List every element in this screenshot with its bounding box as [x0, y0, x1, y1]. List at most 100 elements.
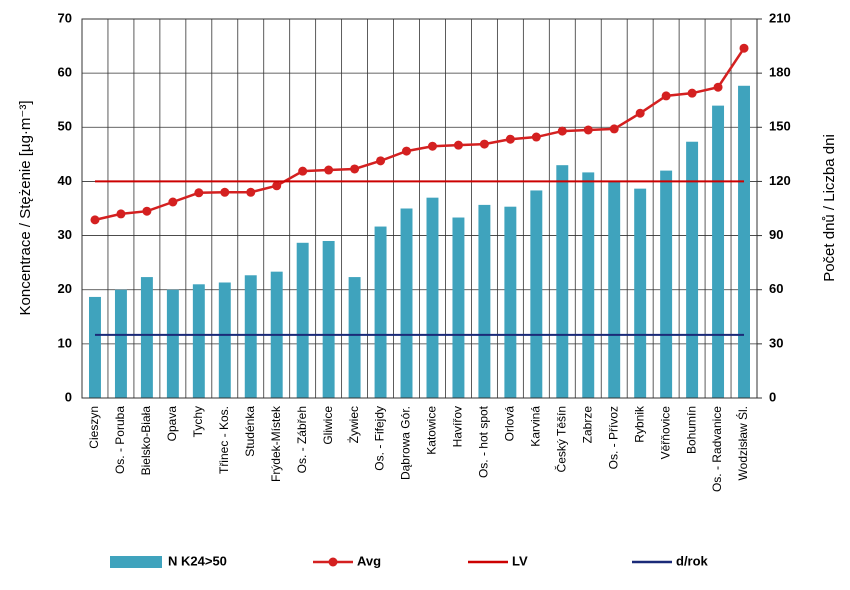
x-tick-label: Gliwice	[321, 406, 335, 445]
bar	[530, 190, 543, 398]
bar	[400, 208, 413, 398]
x-tick-label: Bohumín	[684, 406, 698, 454]
y-tick-label: 30	[58, 227, 72, 242]
bar	[686, 141, 699, 398]
marker	[376, 156, 386, 166]
x-tick-label: Frýdek-Místek	[269, 405, 283, 482]
marker	[583, 125, 593, 135]
y2-tick-label: 120	[769, 173, 791, 188]
x-tick-label: Dąbrowa Gór.	[399, 406, 413, 480]
bar	[192, 284, 205, 398]
bar	[712, 105, 725, 398]
bar	[296, 242, 309, 398]
x-tick-label: Věřňovice	[658, 406, 672, 460]
bar	[322, 240, 335, 398]
marker	[324, 165, 334, 175]
x-tick-label: Třinec - Kos.	[217, 406, 231, 474]
bar	[218, 282, 231, 398]
y2-tick-label: 30	[769, 335, 783, 350]
x-tick-label: Tychy	[191, 406, 205, 437]
bar	[738, 85, 750, 399]
x-tick-label: Os. - Radvanice	[710, 406, 724, 492]
marker	[402, 146, 412, 156]
plot-frame	[81, 18, 758, 399]
marker	[246, 187, 256, 197]
x-tick-label: Orlová	[503, 406, 517, 442]
x-tick-label: Studénka	[243, 406, 257, 457]
bar	[660, 170, 673, 398]
bar	[140, 277, 153, 398]
y-axis-label: Koncentrace / Stężenie [µg·m⁻³]	[17, 101, 34, 316]
marker	[531, 132, 541, 142]
marker	[661, 91, 671, 101]
marker	[739, 43, 749, 53]
marker	[505, 134, 515, 144]
bar	[582, 172, 595, 398]
legend-label: Avg	[357, 553, 381, 568]
x-tick-label: Opava	[165, 406, 179, 442]
y-tick-label: 40	[58, 173, 72, 188]
bar	[348, 277, 361, 398]
x-tick-label: Havířov	[451, 406, 465, 447]
y-tick-label: 60	[58, 65, 72, 80]
bar	[89, 296, 101, 398]
y2-tick-label: 210	[769, 10, 791, 25]
marker	[272, 181, 282, 191]
marker	[557, 126, 567, 136]
bar	[374, 226, 387, 398]
bar	[114, 289, 127, 398]
x-tick-label: Os. - Fifejdy	[373, 406, 387, 471]
x-tick-label: Żywiec	[347, 406, 361, 443]
bar	[634, 188, 647, 398]
y2-tick-label: 90	[769, 227, 783, 242]
y2-tick-label: 0	[769, 389, 776, 404]
legend-marker	[328, 557, 338, 567]
x-tick-label: Český Těšín	[553, 406, 568, 472]
marker	[298, 166, 308, 176]
y2-tick-label: 180	[769, 65, 791, 80]
y2-tick-label: 60	[769, 281, 783, 296]
bar	[504, 206, 517, 398]
marker	[194, 188, 204, 198]
marker	[168, 197, 178, 207]
y-tick-label: 20	[58, 281, 72, 296]
y-tick-label: 50	[58, 119, 72, 134]
marker	[687, 88, 697, 98]
x-tick-label: Rybnik	[632, 405, 646, 443]
bar	[166, 289, 179, 398]
y-tick-label: 0	[65, 389, 72, 404]
marker	[635, 108, 645, 118]
marker	[713, 82, 723, 92]
marker	[220, 187, 230, 197]
marker	[90, 215, 100, 225]
x-tick-label: Bielsko-Biała	[139, 406, 153, 476]
x-tick-label: Cieszyn	[87, 406, 101, 449]
y2-axis-label: Počet dnů / Liczba dni	[821, 134, 838, 282]
x-tick-label: Os. - Přívoz	[606, 406, 620, 469]
bar	[608, 181, 621, 398]
marker	[116, 209, 126, 219]
x-tick-label: Katowice	[425, 406, 439, 455]
marker	[609, 124, 619, 134]
bar	[556, 165, 569, 398]
marker	[479, 139, 489, 149]
legend-label: LV	[512, 553, 528, 568]
legend-label: d/rok	[676, 553, 709, 568]
marker	[427, 141, 437, 151]
y2-tick-label: 150	[769, 119, 791, 134]
x-tick-label: Os. - Poruba	[113, 406, 127, 474]
marker	[350, 164, 360, 174]
y-tick-label: 10	[58, 335, 72, 350]
x-tick-label: Karviná	[528, 406, 542, 447]
x-tick-label: Zabrze	[580, 406, 594, 444]
bar	[426, 197, 439, 398]
x-tick-label: Wodzisław Śl.	[735, 406, 750, 480]
x-tick-label: Os. - Zábřeh	[295, 406, 309, 473]
bar	[478, 204, 491, 398]
marker	[453, 140, 463, 150]
bar	[244, 275, 257, 398]
marker	[142, 206, 152, 216]
y-tick-label: 70	[58, 10, 72, 25]
legend-swatch	[110, 556, 162, 568]
